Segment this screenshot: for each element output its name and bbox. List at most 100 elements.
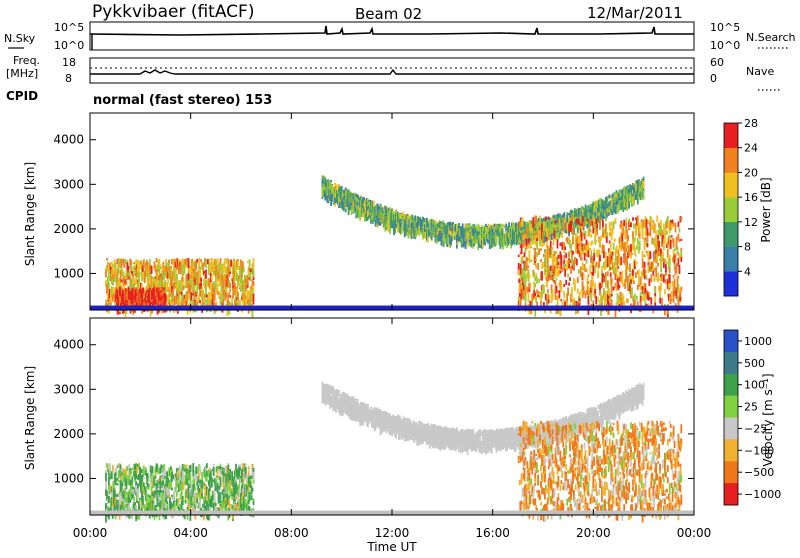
- data-cell: [532, 242, 534, 244]
- data-cell: [550, 271, 552, 276]
- data-cell: [523, 237, 525, 240]
- data-cell: [496, 238, 498, 244]
- data-cell: [679, 239, 681, 242]
- data-cell: [568, 260, 570, 264]
- data-cell: [169, 294, 171, 297]
- data-cell: [618, 266, 620, 268]
- nave-tick-top: 60: [710, 56, 724, 69]
- data-cell: [673, 295, 675, 303]
- nsearch-tick-bottom: 10^0: [710, 39, 740, 52]
- data-cell: [200, 259, 202, 262]
- data-cell: [253, 268, 255, 276]
- data-cell: [217, 291, 219, 294]
- data-cell: [564, 219, 566, 223]
- data-cell: [151, 266, 153, 274]
- data-cell: [523, 242, 525, 248]
- data-cell: [659, 298, 661, 304]
- data-cell: [590, 250, 592, 257]
- data-cell: [590, 234, 592, 238]
- data-cell: [603, 250, 605, 258]
- data-cell: [576, 259, 578, 266]
- data-cell: [563, 212, 565, 216]
- data-cell: [672, 281, 674, 287]
- data-cell: [606, 232, 608, 236]
- data-cell: [645, 238, 647, 242]
- data-cell: [492, 229, 494, 235]
- data-cell: [656, 230, 658, 233]
- data-cell: [616, 246, 618, 255]
- data-cell: [657, 250, 659, 256]
- data-cell: [649, 292, 651, 295]
- data-cell: [132, 278, 134, 283]
- data-cell: [536, 232, 538, 236]
- data-cell: [588, 296, 590, 305]
- data-cell: [535, 298, 537, 302]
- data-cell: [617, 274, 619, 279]
- beam-title: Beam 02: [355, 5, 422, 23]
- data-cell: [583, 286, 585, 295]
- data-cell: [557, 239, 559, 249]
- data-cell: [664, 236, 666, 244]
- data-cell: [568, 253, 570, 257]
- data-cell: [196, 259, 198, 263]
- data-cell: [247, 261, 249, 263]
- data-cell: [581, 232, 583, 241]
- data-cell: [230, 260, 232, 267]
- data-cell: [567, 213, 569, 215]
- nsky-panel-frame: [90, 22, 694, 50]
- freq-trace: [90, 70, 694, 74]
- data-cell: [607, 280, 609, 287]
- data-cell: [600, 236, 602, 241]
- data-cell: [397, 225, 399, 232]
- data-cell: [634, 237, 636, 241]
- data-cell: [567, 287, 569, 295]
- data-cell: [560, 223, 562, 230]
- data-cell: [209, 258, 211, 260]
- data-cell: [590, 229, 592, 233]
- data-cell: [560, 287, 562, 292]
- data-cell: [636, 245, 638, 249]
- nsky-tick-bottom: 10^0: [54, 39, 84, 52]
- data-cell: [485, 224, 487, 227]
- data-cell: [237, 261, 239, 270]
- data-cell: [207, 259, 209, 264]
- data-cell: [156, 258, 158, 262]
- data-cell: [555, 295, 557, 300]
- date-title: 12/Mar/2011: [587, 4, 683, 22]
- data-cell: [253, 258, 255, 265]
- data-cell: [556, 251, 558, 254]
- data-cell: [666, 231, 668, 236]
- data-cell: [229, 295, 231, 298]
- data-cell: [650, 274, 652, 282]
- data-cell: [108, 271, 110, 278]
- data-cell: [359, 211, 361, 221]
- data-cell: [571, 216, 573, 221]
- data-cell: [171, 277, 173, 286]
- data-cell: [179, 300, 181, 305]
- data-cell: [680, 297, 682, 301]
- nave-label: Nave: [746, 65, 774, 78]
- data-cell: [556, 223, 558, 228]
- data-cell: [253, 266, 255, 269]
- data-cell: [543, 285, 545, 294]
- data-cell: [654, 297, 656, 303]
- data-cell: [611, 222, 613, 227]
- data-cell: [657, 273, 659, 283]
- data-cell: [577, 280, 579, 283]
- data-cell: [550, 276, 552, 280]
- data-cell: [608, 288, 610, 296]
- data-cell: [540, 248, 542, 251]
- data-cell: [634, 259, 636, 261]
- data-cell: [536, 277, 538, 284]
- data-cell: [253, 294, 255, 305]
- data-cell: [648, 220, 650, 224]
- data-cell: [563, 284, 565, 287]
- data-cell: [533, 272, 535, 277]
- data-cell: [576, 225, 578, 228]
- data-cell: [540, 259, 542, 262]
- data-cell: [548, 217, 550, 219]
- data-cell: [159, 264, 161, 268]
- data-cell: [669, 235, 671, 239]
- data-cell: [543, 254, 545, 258]
